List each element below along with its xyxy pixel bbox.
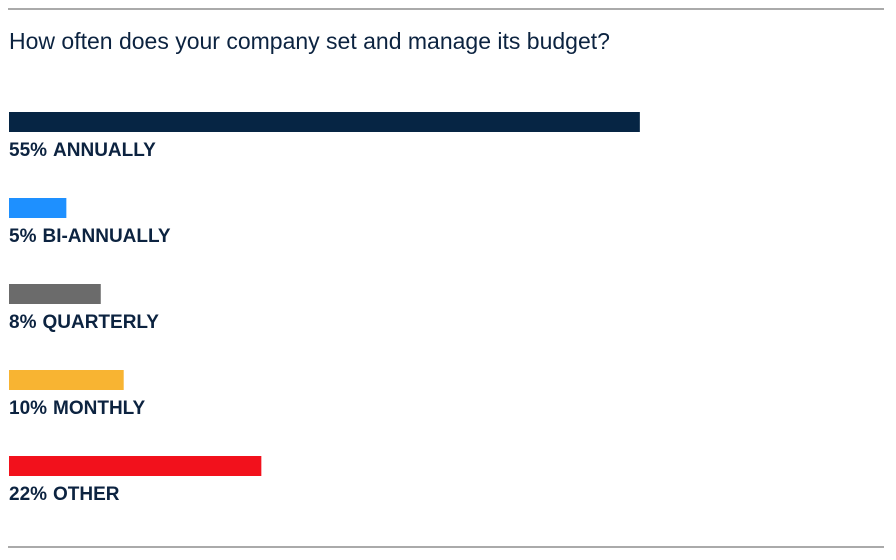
bar-label: 10% MONTHLY	[9, 398, 146, 419]
value-label: 5%	[9, 226, 37, 247]
category-label: MONTHLY	[53, 398, 146, 419]
chart-title: How often does your company set and mana…	[9, 28, 610, 54]
bar	[9, 284, 101, 304]
category-label: QUARTERLY	[42, 312, 159, 333]
category-label: OTHER	[53, 484, 120, 505]
bar	[9, 112, 640, 132]
bar	[9, 456, 262, 476]
bar-label: 55% ANNUALLY	[9, 140, 156, 161]
bar	[9, 370, 124, 390]
value-label: 22%	[9, 484, 47, 505]
category-label: BI-ANNUALLY	[42, 226, 170, 247]
value-label: 10%	[9, 398, 47, 419]
bar-label: 5% BI-ANNUALLY	[9, 226, 171, 247]
value-label: 8%	[9, 312, 37, 333]
category-label: ANNUALLY	[53, 140, 156, 161]
bar-label: 8% QUARTERLY	[9, 312, 159, 333]
bar	[9, 198, 67, 218]
value-label: 55%	[9, 140, 47, 161]
bar-label: 22% OTHER	[9, 484, 120, 505]
